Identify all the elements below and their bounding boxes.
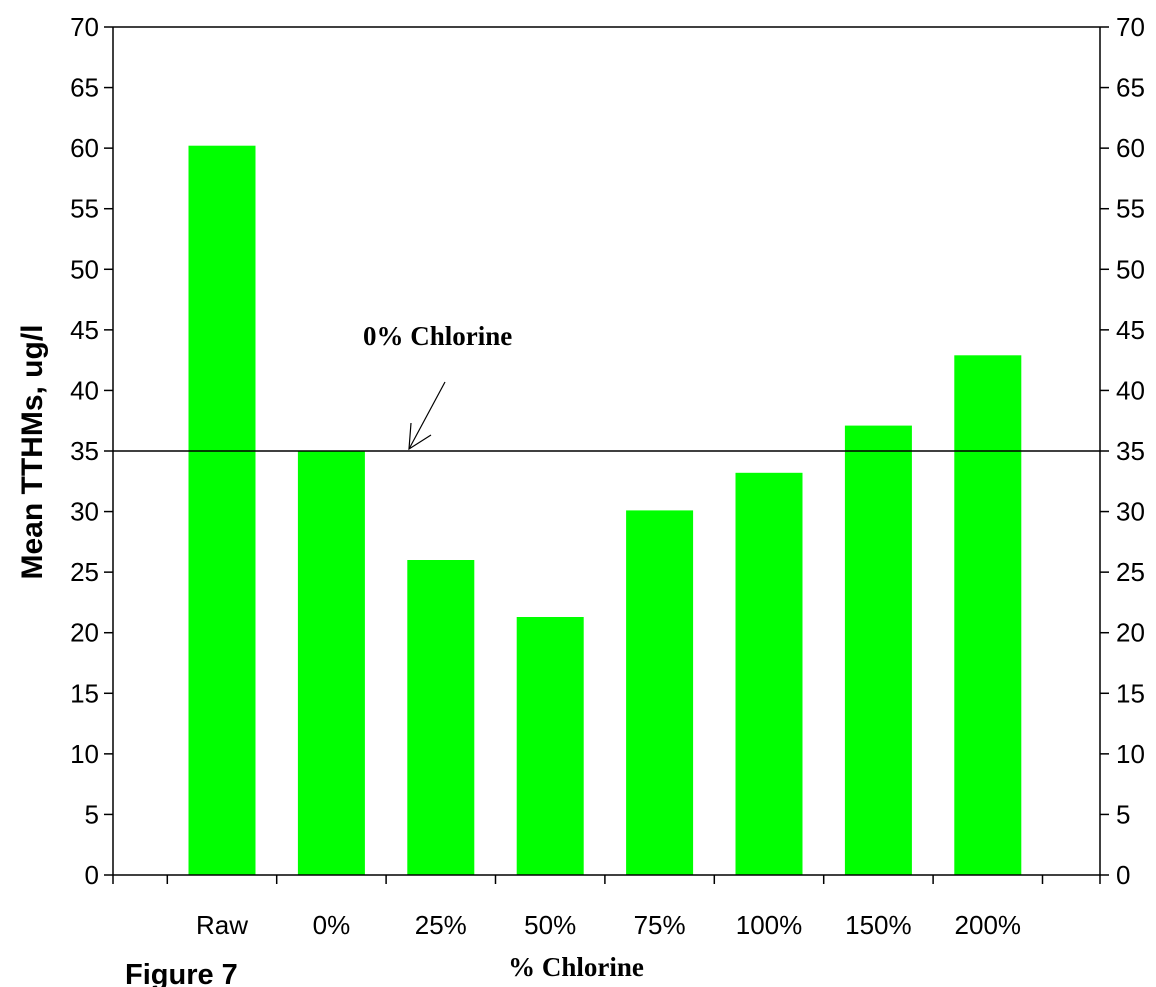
- right-y-tick-label: 70: [1116, 12, 1145, 42]
- left-y-tick-label: 50: [70, 254, 99, 284]
- x-tick-label: 100%: [736, 910, 803, 940]
- left-y-ticks: 0 5 10 15 20 25 30 35 40 45 50 55 60 65 70: [70, 12, 113, 890]
- x-tick-label: 150%: [845, 910, 912, 940]
- y-axis-label: Mean TTHMs, ug/l: [16, 325, 49, 580]
- right-y-tick-label: 25: [1116, 557, 1145, 587]
- annotation-arrow-head: [408, 422, 432, 451]
- left-y-tick-label: 55: [70, 194, 99, 224]
- right-y-tick-label: 60: [1116, 133, 1145, 163]
- right-y-tick-label: 50: [1116, 254, 1145, 284]
- left-y-tick-label: 15: [70, 678, 99, 708]
- right-y-ticks: 0 5 10 15 20 25 30 35 40 45 50 55 60 65 70: [1100, 12, 1145, 890]
- bar-1: [297, 451, 365, 875]
- bar-0: [188, 145, 256, 875]
- x-tick-label: 200%: [955, 910, 1022, 940]
- bar-6: [844, 425, 912, 875]
- left-y-tick-label: 20: [70, 618, 99, 648]
- figure-label: Figure 7: [125, 959, 238, 987]
- right-y-tick-label: 5: [1116, 799, 1130, 829]
- left-y-tick-label: 70: [70, 12, 99, 42]
- x-axis-label: % Chlorine: [508, 952, 644, 982]
- annotation-arrow-shaft: [408, 381, 446, 450]
- x-tick-label: 25%: [415, 910, 467, 940]
- right-y-tick-label: 45: [1116, 315, 1145, 345]
- bar-4: [626, 510, 694, 875]
- x-tick-label: 75%: [634, 910, 686, 940]
- right-y-tick-label: 15: [1116, 678, 1145, 708]
- left-y-tick-label: 25: [70, 557, 99, 587]
- bar-3: [516, 617, 584, 875]
- reference-line-annotation: 0% Chlorine: [363, 321, 512, 351]
- x-tick-label: 0%: [313, 910, 351, 940]
- left-y-tick-label: 30: [70, 497, 99, 527]
- right-y-tick-label: 30: [1116, 497, 1145, 527]
- bars-group: [188, 145, 1022, 875]
- right-y-tick-label: 40: [1116, 375, 1145, 405]
- bar-7: [954, 355, 1022, 875]
- bar-5: [735, 472, 803, 875]
- reference-line-group: [113, 381, 1100, 452]
- left-y-tick-label: 65: [70, 73, 99, 103]
- x-tick-label: 50%: [524, 910, 576, 940]
- right-y-tick-label: 35: [1116, 436, 1145, 466]
- bar-2: [407, 560, 475, 875]
- right-y-tick-label: 10: [1116, 739, 1145, 769]
- right-y-tick-label: 0: [1116, 860, 1130, 890]
- left-y-tick-label: 0: [85, 860, 99, 890]
- x-tick-label: Raw: [196, 910, 248, 940]
- left-y-tick-label: 5: [85, 799, 99, 829]
- right-y-tick-label: 55: [1116, 194, 1145, 224]
- left-y-tick-label: 35: [70, 436, 99, 466]
- x-ticks: Raw 0% 25% 50% 75% 100% 150% 200%: [112, 875, 1101, 940]
- left-y-tick-label: 45: [70, 315, 99, 345]
- left-y-tick-label: 40: [70, 375, 99, 405]
- left-y-tick-label: 60: [70, 133, 99, 163]
- right-y-tick-label: 65: [1116, 73, 1145, 103]
- right-y-tick-label: 20: [1116, 618, 1145, 648]
- left-y-tick-label: 10: [70, 739, 99, 769]
